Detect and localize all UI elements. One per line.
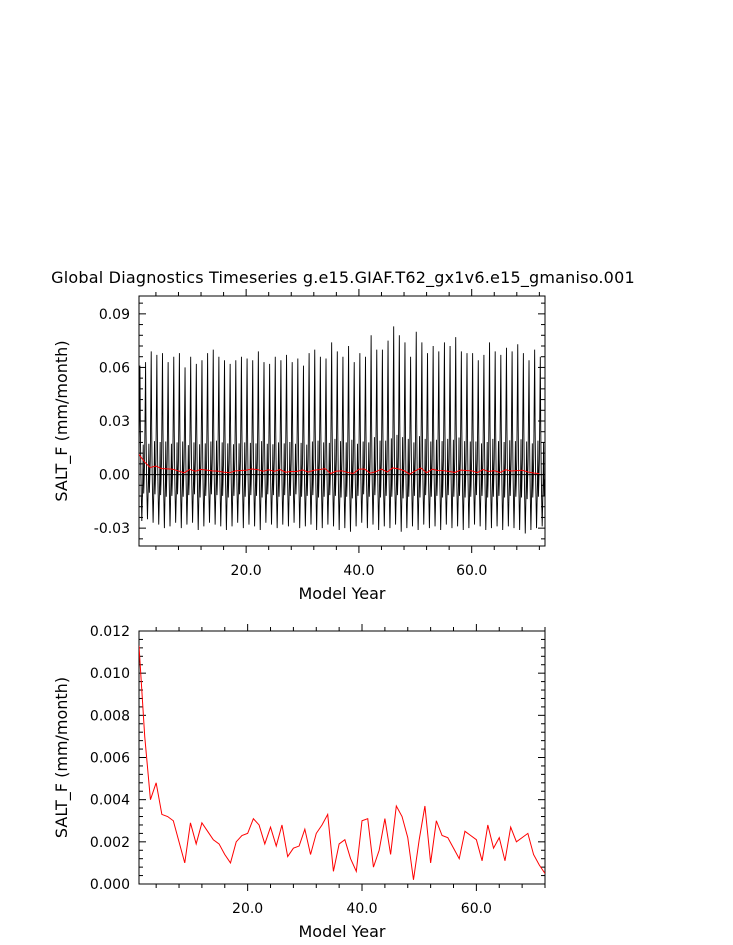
annual-series-line <box>139 645 545 880</box>
annual-series-line <box>139 454 540 475</box>
y-tick-label: 0.000 <box>90 877 130 893</box>
y-tick-label: 0.03 <box>99 414 130 430</box>
monthly-timeseries-panel: -0.03 0.00 0.03 0.06 0.09 20.0 40.0 60.0 Model Y… <box>52 289 546 603</box>
y-tick-label: 0.002 <box>90 835 130 851</box>
x-tick-label: 40.0 <box>346 901 377 917</box>
y-axis-label: SALT_F (mm/month) <box>52 340 72 501</box>
x-axis-label: Model Year <box>299 922 386 941</box>
monthly-series-line <box>139 326 545 534</box>
y-axis-label: SALT_F (mm/month) <box>52 677 72 838</box>
y-tick-label: 0.008 <box>90 708 130 724</box>
y-tick-label: 0.09 <box>99 307 130 323</box>
y-tick-label: 0.004 <box>90 793 130 809</box>
x-tick-label: 40.0 <box>343 563 374 579</box>
y-tick-label: 0.010 <box>90 666 130 682</box>
y-tick-label: 0.006 <box>90 751 130 767</box>
y-tick-label: 0.06 <box>99 360 130 376</box>
y-tick-label: 0.012 <box>90 624 130 640</box>
annual-timeseries-panel: 0.000 0.002 0.004 0.006 0.008 0.010 0.012 20.0 4… <box>52 624 546 941</box>
x-tick-label: 20.0 <box>232 901 263 917</box>
x-axis-label: Model Year <box>299 584 386 603</box>
x-tick-label: 60.0 <box>461 901 492 917</box>
y-tick-label: 0.00 <box>99 468 130 484</box>
x-tick-label: 60.0 <box>456 563 487 579</box>
y-tick-label: -0.03 <box>94 521 130 537</box>
x-tick-label: 20.0 <box>231 563 262 579</box>
figure-title: Global Diagnostics Timeseries g.e15.GIAF… <box>51 268 635 288</box>
